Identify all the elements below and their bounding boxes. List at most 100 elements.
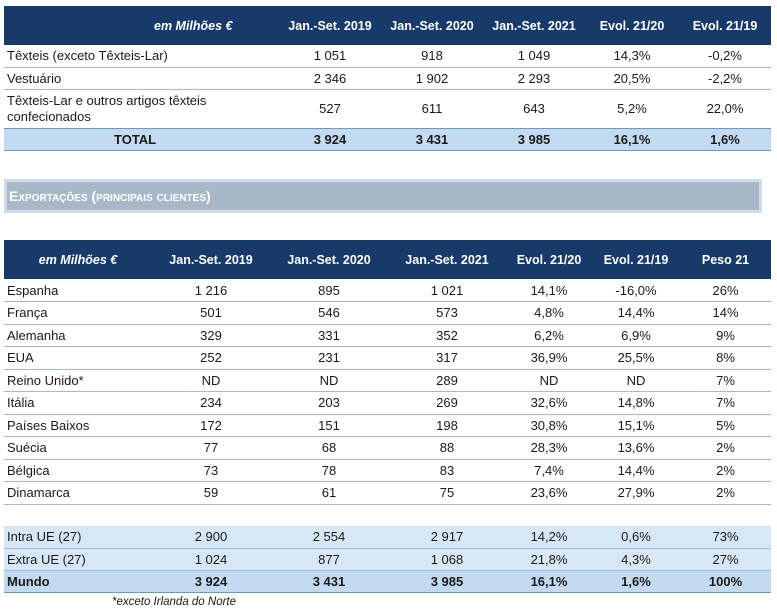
cell-2020: ND — [270, 369, 388, 392]
cell-evol-21-20: 23,6% — [506, 481, 592, 505]
table2-header-peso-21: Peso 21 — [680, 240, 771, 279]
row-label: Extra UE (27) — [4, 548, 152, 571]
cell-evol-21-20: 30,8% — [506, 414, 592, 437]
cell-2021: 198 — [388, 414, 506, 437]
table-row: Itália 234 203 269 32,6% 14,8% 7% — [4, 391, 771, 415]
cell-2020: 68 — [270, 436, 388, 460]
cell-2020: 231 — [270, 346, 388, 370]
cell-peso-21: 2% — [680, 459, 771, 482]
row-label: EUA — [4, 346, 152, 370]
row-label: Dinamarca — [4, 481, 152, 505]
table2-header-row: em Milhões € Jan.-Set. 2019 Jan.-Set. 20… — [4, 240, 771, 279]
cell-evol-21-20: 36,9% — [506, 346, 592, 370]
cell-evol-21-19: -16,0% — [592, 279, 680, 302]
table-row: Dinamarca 59 61 75 23,6% 27,9% 2% — [4, 481, 771, 505]
cell-evol-21-20: 14,1% — [506, 279, 592, 302]
cell-2020: 546 — [270, 301, 388, 325]
cell-2019: 1 051 — [279, 45, 381, 68]
cell-2021: 1 021 — [388, 279, 506, 302]
row-label: Reino Unido* — [4, 369, 152, 392]
cell-evol-21-19: 4,3% — [592, 548, 680, 571]
table-row: Têxteis (exceto Têxteis-Lar) 1 051 918 1… — [4, 45, 771, 68]
table1-header-row: em Milhões € Jan.-Set. 2019 Jan.-Set. 20… — [4, 6, 771, 45]
cell-evol-21-20: ND — [506, 369, 592, 392]
cell-2019: 329 — [152, 324, 270, 347]
cell-peso-21: 73% — [680, 526, 771, 549]
row-label: Suécia — [4, 436, 152, 460]
table2-header-unit: em Milhões € — [4, 240, 152, 279]
table2-header-2019: Jan.-Set. 2019 — [152, 240, 270, 279]
cell-2019: 527 — [319, 101, 341, 116]
row-label: França — [4, 301, 152, 325]
total-2019: 3 924 — [279, 127, 381, 151]
cell-evol-21-19: ND — [592, 369, 680, 392]
cell-2020: 78 — [270, 459, 388, 482]
table1-header-2020: Jan.-Set. 2020 — [381, 6, 483, 45]
cell-peso-21: 5% — [680, 414, 771, 437]
spacer-row — [4, 504, 771, 526]
cell-2021: 2 293 — [483, 67, 585, 90]
table-row: EUA 252 231 317 36,9% 25,5% 8% — [4, 346, 771, 370]
cell-2020: 895 — [270, 279, 388, 302]
row-label: Alemanha — [4, 324, 152, 347]
table2-header-2020: Jan.-Set. 2020 — [270, 240, 388, 279]
world-label: Mundo — [4, 569, 152, 593]
table-row-extra-ue: Extra UE (27) 1 024 877 1 068 21,8% 4,3%… — [4, 548, 771, 571]
cell-2021: 643 — [523, 101, 545, 116]
table2-header-evol-21-19: Evol. 21/19 — [592, 240, 680, 279]
table-exports-by-client: em Milhões € Jan.-Set. 2019 Jan.-Set. 20… — [4, 240, 771, 593]
cell-2020: 61 — [270, 481, 388, 505]
cell-evol-21-20: 21,8% — [506, 548, 592, 571]
cell-2020: 331 — [270, 324, 388, 347]
row-label: Países Baixos — [4, 414, 152, 437]
world-peso-21: 100% — [680, 569, 771, 593]
world-evol-21-20: 16,1% — [506, 569, 592, 593]
cell-evol-21-20: 5,2% — [617, 101, 647, 116]
cell-evol-21-19: 0,6% — [592, 526, 680, 549]
cell-2019: 501 — [152, 301, 270, 325]
section-title: Exportações (principais clientes) — [4, 179, 762, 213]
cell-peso-21: 2% — [680, 481, 771, 505]
cell-evol-21-19: 15,1% — [592, 414, 680, 437]
cell-peso-21: 2% — [680, 436, 771, 460]
row-label: Têxteis (exceto Têxteis-Lar) — [4, 45, 279, 68]
cell-2021: 352 — [388, 324, 506, 347]
world-2020: 3 431 — [270, 569, 388, 593]
table-row: Vestuário 2 346 1 902 2 293 20,5% -2,2% — [4, 67, 771, 90]
cell-evol-21-20: 14,3% — [585, 45, 679, 68]
cell-2020: 151 — [270, 414, 388, 437]
cell-2019: 172 — [152, 414, 270, 437]
table2-world-row: Mundo 3 924 3 431 3 985 16,1% 1,6% 100% — [4, 569, 771, 593]
cell-evol-21-20: 32,6% — [506, 391, 592, 415]
total-label: TOTAL — [4, 127, 279, 151]
cell-2019: 73 — [152, 459, 270, 482]
cell-evol-21-19: 14,4% — [592, 301, 680, 325]
table-row: Reino Unido* ND ND 289 ND ND 7% — [4, 369, 771, 392]
cell-evol-21-19: -2,2% — [679, 67, 771, 90]
table1-total-row: TOTAL 3 924 3 431 3 985 16,1% 1,6% — [4, 127, 771, 151]
cell-2021: 2 917 — [388, 526, 506, 549]
row-label: Vestuário — [4, 67, 279, 90]
cell-2019: 252 — [152, 346, 270, 370]
cell-2020: 918 — [381, 45, 483, 68]
cell-peso-21: 7% — [680, 391, 771, 415]
table-row: Países Baixos 172 151 198 30,8% 15,1% 5% — [4, 414, 771, 437]
cell-evol-21-20: 20,5% — [585, 67, 679, 90]
cell-peso-21: 26% — [680, 279, 771, 302]
cell-2020: 2 554 — [270, 526, 388, 549]
cell-peso-21: 9% — [680, 324, 771, 347]
cell-2019: 2 346 — [279, 67, 381, 90]
cell-evol-21-19: 6,9% — [592, 324, 680, 347]
table-row: Espanha 1 216 895 1 021 14,1% -16,0% 26% — [4, 279, 771, 302]
cell-evol-21-20: 14,2% — [506, 526, 592, 549]
cell-evol-21-20: 6,2% — [506, 324, 592, 347]
row-label: Têxteis-Lar e outros artigos têxteis con… — [7, 92, 207, 124]
table-row: Têxteis-Lar e outros artigos têxteis con… — [4, 89, 771, 128]
cell-evol-21-19: 14,8% — [592, 391, 680, 415]
world-2019: 3 924 — [152, 569, 270, 593]
cell-2021: 573 — [388, 301, 506, 325]
table2-header-2021: Jan.-Set. 2021 — [388, 240, 506, 279]
table-row: Alemanha 329 331 352 6,2% 6,9% 9% — [4, 324, 771, 347]
cell-evol-21-19: 22,0% — [706, 101, 744, 116]
cell-evol-21-19: 14,4% — [592, 459, 680, 482]
